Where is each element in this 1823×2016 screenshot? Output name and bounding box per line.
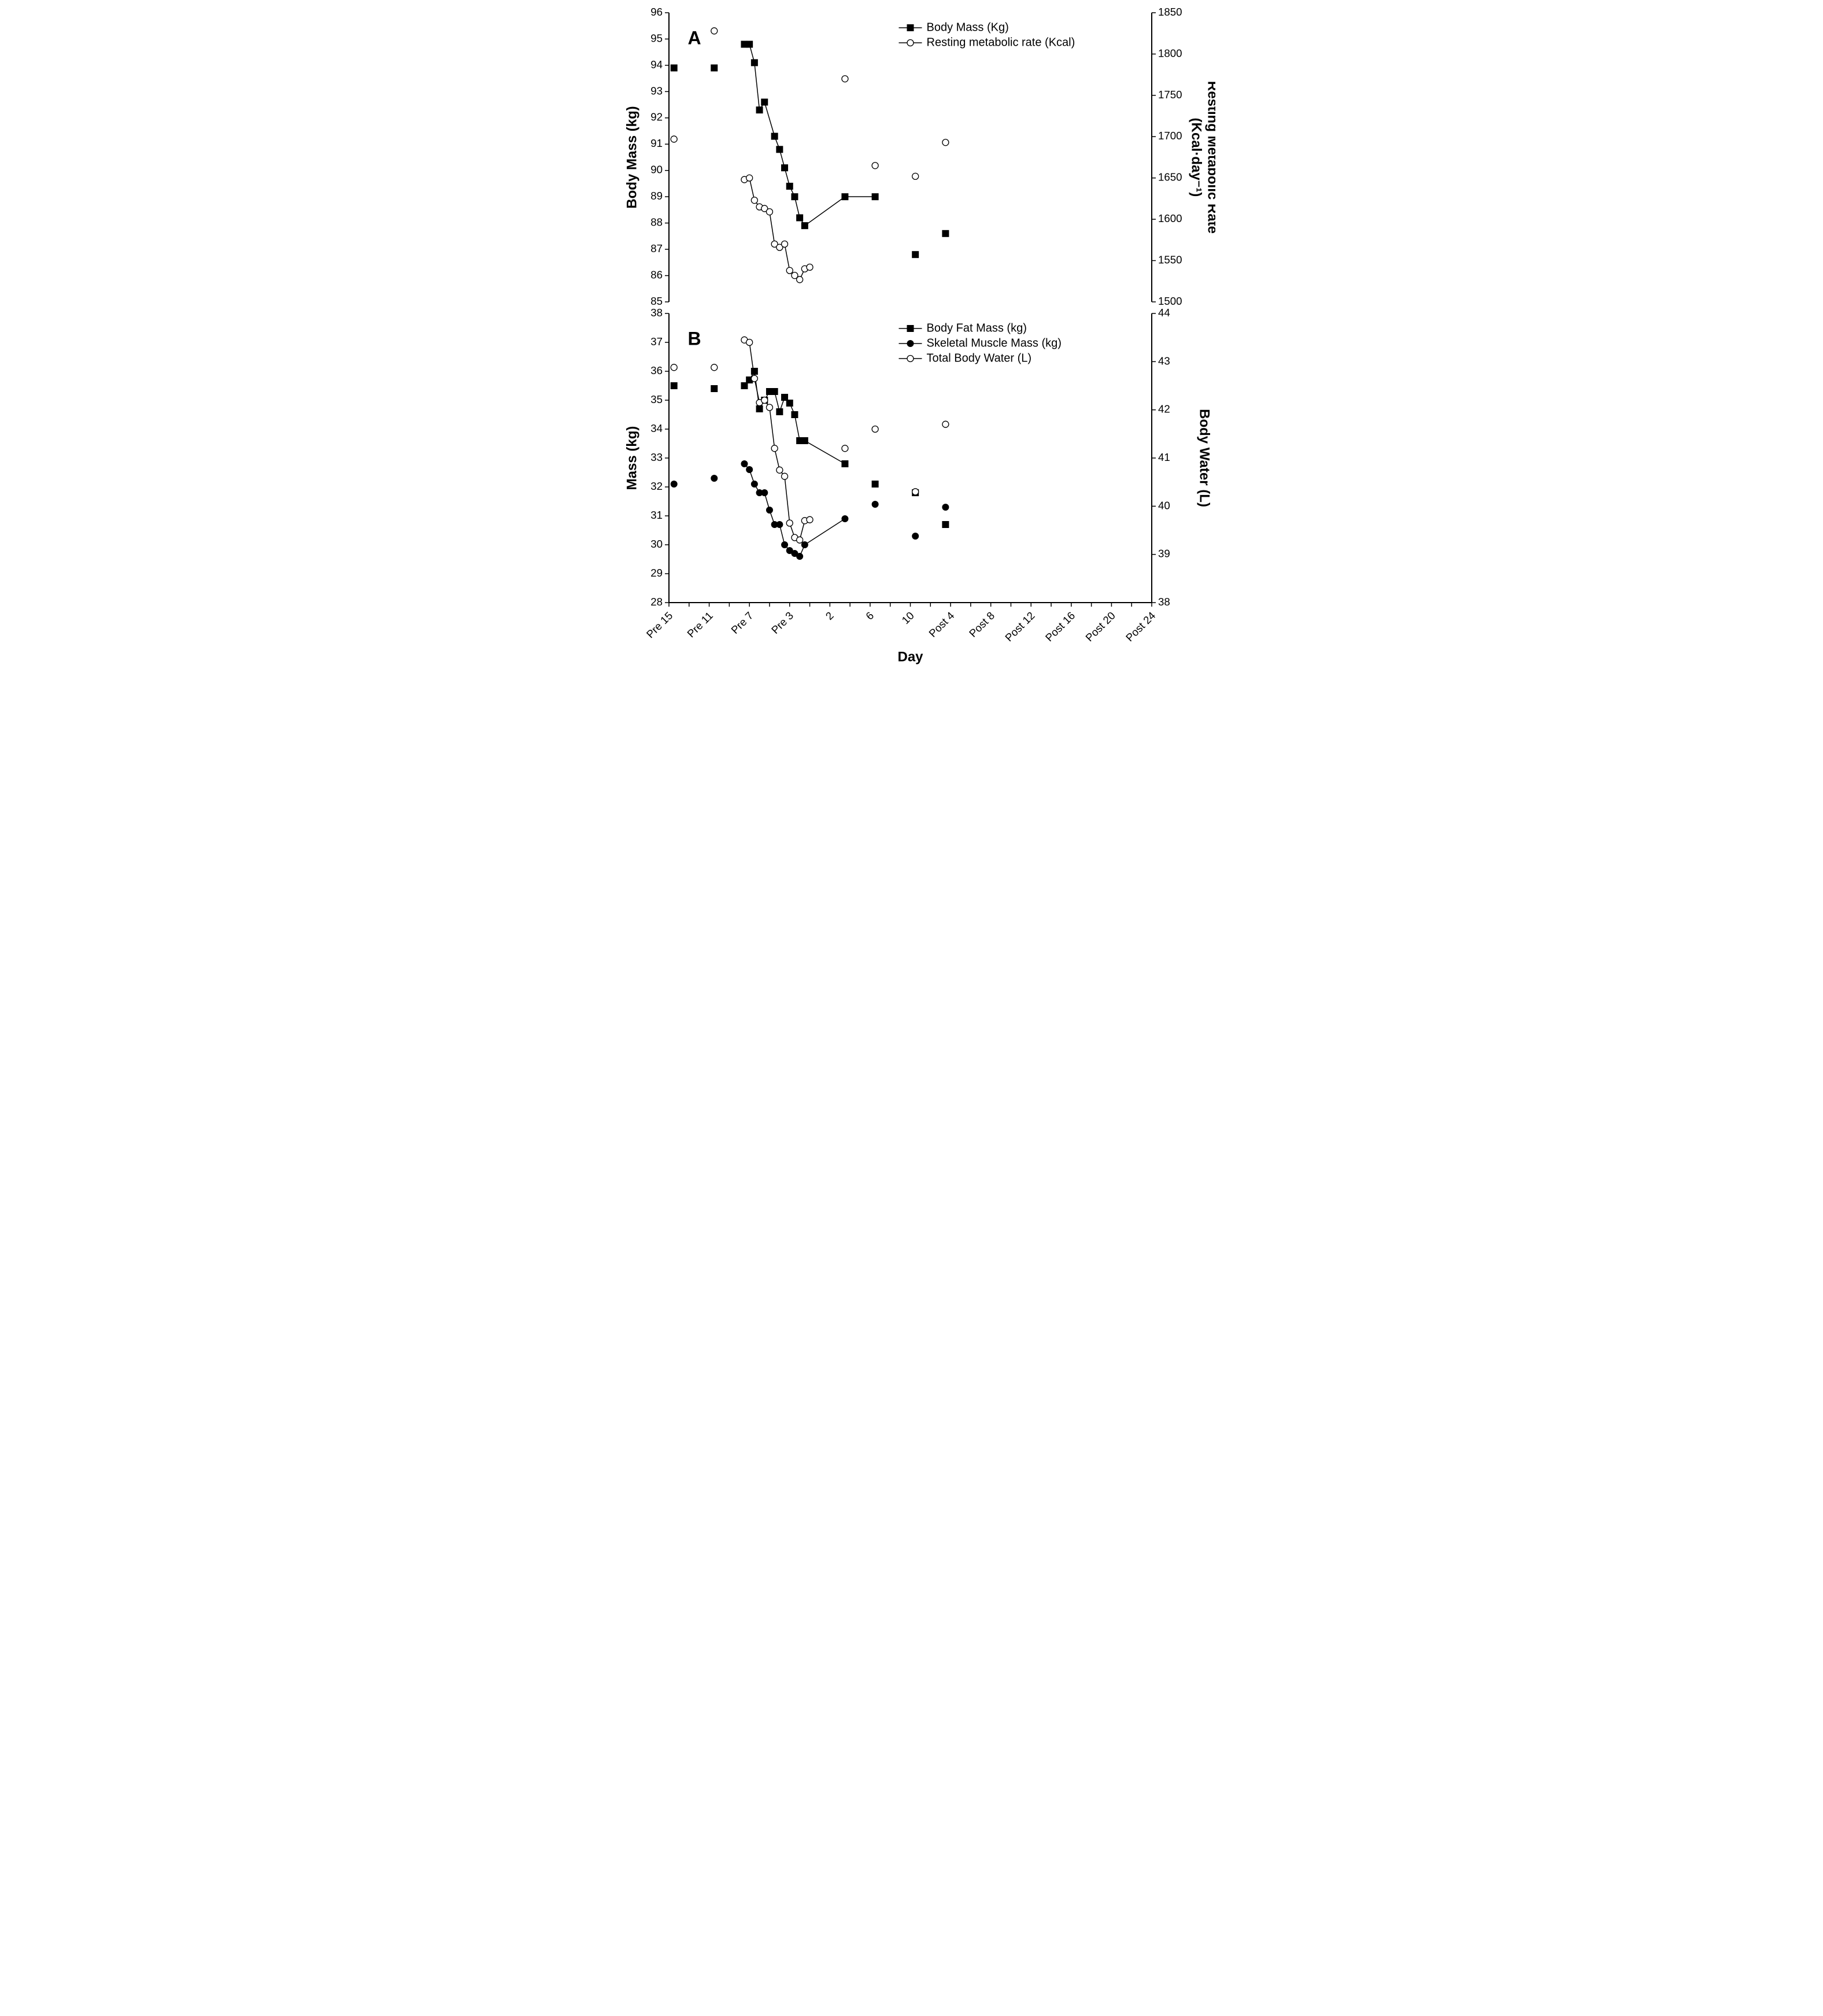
chart-container: 85 86 87 88 89 90 91 92 93 94 95 96 1500 1550 1600 1650… [608,0,1215,672]
y-left-tick-label: 33 [650,451,663,463]
legend-item: Body Fat Mass (kg) [898,322,1026,334]
y-left-tick-label: 28 [650,596,663,608]
y-left-tick-label: 37 [650,335,663,348]
legend-item: Skeletal Muscle Mass (kg) [898,337,1061,349]
y-right-tick-label: 42 [1158,403,1170,415]
legend-label: Body Fat Mass (kg) [926,322,1026,334]
y-right-tick-label: 1750 [1158,88,1182,101]
y-left-axis-label: Mass (kg) [624,426,639,490]
y-right-tick-label: 43 [1158,355,1170,367]
y-right-tick-label: 44 [1158,307,1170,319]
y-left-tick-label: 96 [650,6,663,18]
legend-item: Resting metabolic rate (Kcal) [898,36,1075,49]
y-right-axis-label: (Kcal·day⁻¹) [1188,118,1204,197]
y-left-tick-label: 31 [650,509,663,521]
series-points-body_fat [671,368,949,528]
y-right-tick-label: 1550 [1158,253,1182,265]
legend-item: Total Body Water (L) [898,352,1031,364]
panel-letter: A [687,27,701,48]
chart-svg: 85 86 87 88 89 90 91 92 93 94 95 96 1500 1550 1600 1650… [608,0,1215,672]
x-tick-label: 6 [863,610,876,622]
y-right-tick-label: 38 [1158,596,1170,608]
x-tick-label: Pre 15 [644,610,675,641]
x-tick-label: 10 [899,610,916,627]
legend-item: Body Mass (Kg) [898,21,1008,34]
x-tick-label: 2 [823,610,835,622]
y-right-tick-label: 1650 [1158,171,1182,183]
x-axis-label: Day [897,649,923,664]
y-left-tick-label: 87 [650,242,663,254]
series-points-tbw [671,337,949,543]
y-right-tick-label: 1600 [1158,212,1182,224]
x-tick-label: Post 8 [966,610,996,640]
y-left-tick-label: 91 [650,137,663,149]
x-tick-label: Pre 3 [768,610,795,636]
panel-letter: B [687,328,701,349]
x-tick-label: Post 20 [1083,610,1118,644]
x-tick-label: Pre 7 [729,610,755,636]
legend-label: Body Mass (Kg) [926,21,1008,34]
x-tick-label: Post 12 [1003,610,1037,644]
y-left-tick-label: 92 [650,111,663,123]
x-tick-label: Post 24 [1123,610,1158,644]
x-tick-label: Pre 11 [685,610,715,640]
y-left-tick-label: 85 [650,295,663,307]
y-right-tick-label: 1500 [1158,295,1182,307]
y-left-tick-label: 86 [650,268,663,280]
legend-label: Skeletal Muscle Mass (kg) [926,337,1061,349]
y-left-tick-label: 94 [650,58,663,71]
y-right-tick-label: 1800 [1158,47,1182,59]
y-left-tick-label: 32 [650,480,663,492]
legend-label: Total Body Water (L) [926,352,1031,364]
series-points-smm [671,461,949,560]
series-line-body_mass [744,45,875,226]
y-left-tick-label: 90 [650,164,663,176]
y-right-tick-label: 41 [1158,451,1170,463]
y-left-axis-label: Body Mass (kg) [624,106,639,208]
x-tick-label: Post 4 [926,610,956,640]
series-line-rmr [744,178,809,280]
series-points-body_mass [671,41,949,258]
legend-label: Resting metabolic rate (Kcal) [926,36,1075,49]
y-left-tick-label: 89 [650,190,663,202]
y-left-tick-label: 36 [650,364,663,376]
y-left-tick-label: 29 [650,567,663,579]
y-left-tick-label: 35 [650,393,663,405]
y-left-tick-label: 38 [650,307,663,319]
y-right-tick-label: 1700 [1158,130,1182,142]
y-left-tick-label: 34 [650,422,663,434]
y-right-axis-label: Body Water (L) [1196,409,1212,507]
y-right-tick-label: 40 [1158,499,1170,511]
y-right-tick-label: 39 [1158,548,1170,560]
y-right-tick-label: 1850 [1158,6,1182,18]
y-right-axis-label: Resting Metabolic Rate [1204,81,1215,234]
y-left-tick-label: 95 [650,32,663,44]
series-line-smm [744,464,845,556]
y-left-tick-label: 93 [650,84,663,97]
y-left-tick-label: 88 [650,216,663,228]
y-left-tick-label: 30 [650,538,663,550]
x-tick-label: Post 16 [1042,610,1077,644]
